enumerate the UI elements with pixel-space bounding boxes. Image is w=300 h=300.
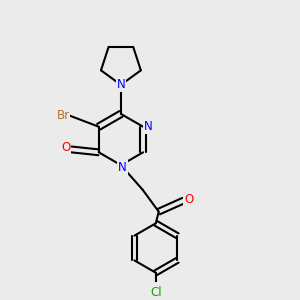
Text: Cl: Cl	[150, 286, 162, 299]
Text: O: O	[61, 141, 70, 154]
Text: O: O	[184, 193, 193, 206]
Text: Br: Br	[56, 109, 70, 122]
Text: N: N	[118, 161, 127, 174]
Text: N: N	[116, 78, 125, 91]
Text: N: N	[144, 120, 153, 133]
